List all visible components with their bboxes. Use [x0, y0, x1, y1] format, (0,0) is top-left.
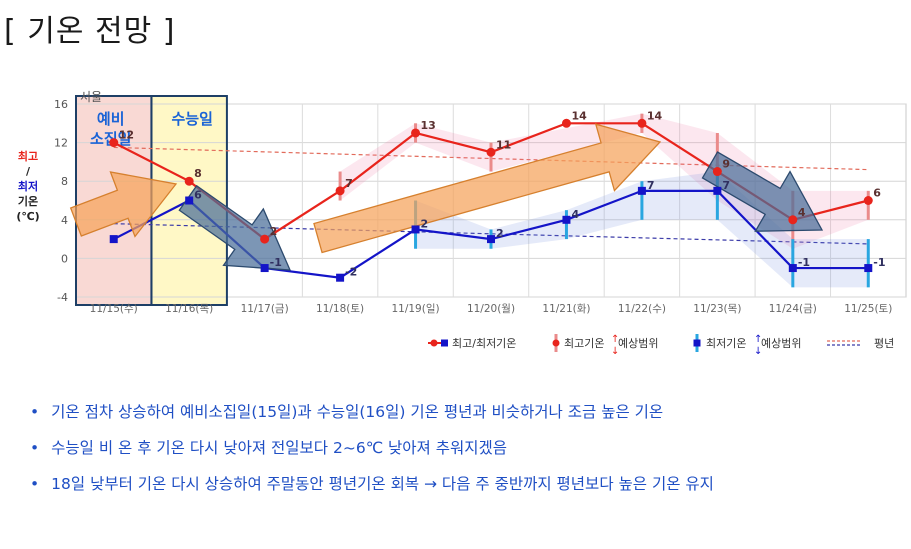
min-temp-point — [411, 225, 420, 234]
bullet-dot-icon: • — [30, 403, 40, 421]
x-tick-label: 11/19(일) — [391, 302, 439, 315]
x-tick-label: 11/24(금) — [769, 303, 817, 315]
legend-max-swatch — [430, 339, 438, 347]
max-temp-point-label: 6 — [873, 187, 881, 200]
min-temp-point — [185, 196, 194, 205]
max-temp-point — [561, 118, 571, 128]
x-tick-label: 11/18(토) — [316, 303, 364, 315]
min-temp-point — [637, 186, 646, 195]
legend-min-range-square — [693, 339, 701, 347]
highlight-day-label: 수능일 — [171, 110, 212, 128]
trend-arrow — [313, 123, 662, 254]
max-temp-point-label: 8 — [194, 167, 202, 180]
summary-list: • 기온 점차 상승하여 예비소집일(15일)과 수능일(16일) 기온 평년과 … — [30, 400, 900, 508]
y-axis-label: 기온 — [18, 194, 38, 208]
x-tick-label: 11/15(수) — [90, 303, 138, 315]
min-temp-point — [109, 235, 118, 244]
y-tick-label: -4 — [57, 291, 68, 304]
x-tick-label: 11/17(금) — [241, 303, 289, 315]
bullet-dot-icon: • — [30, 475, 40, 493]
legend-up-arrow-icon: ↑ — [754, 334, 762, 345]
min-temp-point-label: 6 — [194, 189, 202, 202]
max-temp-point — [184, 176, 194, 186]
min-temp-point-label: 7 — [722, 179, 730, 192]
bullet-dot-icon: • — [30, 439, 40, 457]
legend-down-arrow-icon: ↓ — [754, 346, 762, 357]
min-temp-point-label: -1 — [270, 256, 282, 269]
max-temp-point-label: 12 — [119, 129, 134, 142]
min-temp-point-label: -1 — [798, 256, 810, 269]
summary-item: • 18일 낮부터 기온 다시 상승하여 주말동안 평년기온 회복 → 다음 주 … — [30, 475, 714, 493]
max-temp-point-label: 4 — [798, 206, 806, 219]
max-temp-point-label: 2 — [270, 225, 278, 238]
x-tick-label: 11/23(목) — [693, 303, 741, 315]
x-tick-label: 11/20(월) — [467, 303, 515, 315]
y-axis-label: 최저 — [18, 179, 38, 193]
max-temp-point — [411, 128, 421, 138]
temperature-forecast-chart: -4 0 4 8 12 16 11/15(수) 11/16(목) 11/17(금) 11/18(토… — [16, 90, 907, 357]
x-tick-label: 11/16(목) — [165, 303, 213, 315]
trend-arrow — [69, 171, 178, 238]
max-temp-point-label: 7 — [345, 177, 353, 190]
x-tick-label: 11/22(수) — [618, 303, 666, 315]
min-temp-point-label: 2 — [496, 227, 504, 240]
y-tick-label: 16 — [54, 98, 68, 111]
min-temp-point — [260, 264, 269, 273]
max-temp-point — [260, 234, 270, 244]
min-temp-point — [336, 273, 345, 282]
legend-label: 최고기온 — [564, 337, 604, 350]
location-label: 서울 — [80, 90, 102, 104]
max-temp-point — [109, 138, 119, 148]
max-temp-point — [788, 215, 798, 225]
max-temp-point — [637, 118, 647, 128]
min-temp-point — [562, 215, 571, 224]
max-temp-point — [863, 196, 873, 205]
summary-item: • 수능일 비 온 후 기온 다시 낮아져 전일보다 2~6℃ 낮아져 추워지겠음 — [30, 439, 508, 457]
legend-label: 최고/최저기온 — [452, 337, 516, 350]
max-temp-point — [486, 147, 496, 157]
max-temp-point-label: 9 — [722, 158, 730, 171]
max-temp-point-label: 11 — [496, 138, 511, 151]
highlight-day-label: 소집일 — [90, 130, 131, 148]
y-axis-label: 최고 — [18, 149, 38, 163]
max-temp-point — [335, 186, 345, 196]
legend-up-arrow-icon: ↑ — [611, 334, 619, 345]
min-temp-point-label: 4 — [571, 208, 579, 221]
trend-arrow — [178, 184, 292, 271]
legend-down-arrow-icon: ↓ — [611, 346, 619, 357]
y-tick-label: 0 — [61, 252, 68, 265]
max-temp-point — [712, 167, 722, 177]
min-temp-point — [864, 264, 873, 273]
y-tick-label: 8 — [61, 175, 68, 188]
legend-min-swatch — [441, 339, 448, 347]
highlight-day-label: 예비 — [97, 110, 125, 128]
x-tick-label: 11/25(토) — [844, 303, 892, 315]
legend-max-range-dot — [552, 339, 560, 347]
min-temp-point-label: 7 — [647, 179, 655, 192]
min-temp-point — [487, 235, 495, 244]
min-temp-point-label: -1 — [873, 256, 885, 269]
min-temp-point — [713, 186, 722, 195]
max-temp-point-label: 13 — [421, 119, 436, 132]
y-tick-label: 4 — [61, 214, 68, 227]
page-title: [ 기온 전망 ] — [4, 14, 176, 49]
y-tick-label: 12 — [54, 137, 68, 150]
min-temp-point-label: 2 — [421, 217, 429, 230]
y-axis-label: / — [26, 165, 31, 178]
x-tick-label: 11/21(화) — [542, 303, 590, 315]
y-axis-label: (℃) — [16, 210, 39, 223]
max-temp-point-label: 14 — [571, 109, 587, 122]
max-temp-point-label: 14 — [647, 109, 663, 122]
min-temp-point-label: -2 — [345, 266, 357, 279]
min-temp-point — [788, 264, 797, 273]
legend-label: 평년 — [874, 337, 894, 350]
legend-label: 예상범위 — [618, 337, 658, 350]
legend-label: 최저기온 — [706, 337, 746, 350]
legend-label: 예상범위 — [761, 337, 801, 350]
summary-item: • 기온 점차 상승하여 예비소집일(15일)과 수능일(16일) 기온 평년과 … — [30, 403, 664, 421]
trend-arrow — [701, 151, 824, 232]
